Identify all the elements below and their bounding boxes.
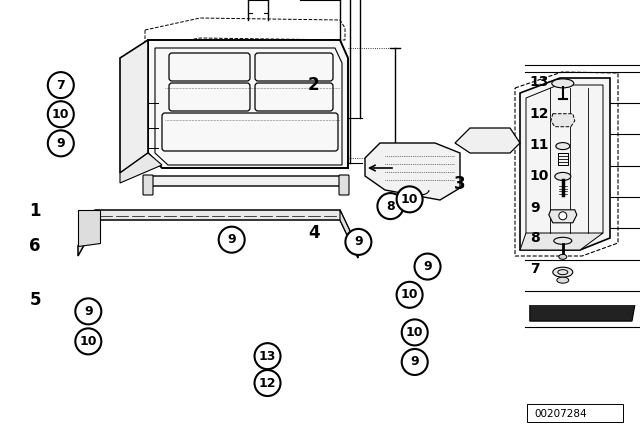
Circle shape — [76, 298, 101, 324]
Text: 8: 8 — [386, 199, 395, 213]
FancyBboxPatch shape — [339, 175, 349, 195]
Circle shape — [397, 282, 422, 308]
Text: 9: 9 — [530, 201, 540, 215]
Circle shape — [559, 212, 567, 220]
Ellipse shape — [555, 172, 571, 181]
Text: 6: 6 — [29, 237, 41, 255]
Circle shape — [48, 72, 74, 98]
Text: 7: 7 — [530, 262, 540, 276]
Text: 10: 10 — [401, 193, 419, 206]
Polygon shape — [78, 210, 358, 258]
Text: 8: 8 — [530, 231, 540, 245]
Circle shape — [255, 343, 280, 369]
Circle shape — [402, 319, 428, 345]
Text: 10: 10 — [530, 169, 549, 183]
Polygon shape — [530, 304, 635, 321]
Polygon shape — [120, 153, 162, 183]
Text: 10: 10 — [406, 326, 424, 339]
Text: 9: 9 — [84, 305, 93, 318]
Circle shape — [219, 227, 244, 253]
Text: 9: 9 — [354, 235, 363, 249]
Text: 2: 2 — [308, 76, 319, 94]
Text: 9: 9 — [423, 260, 432, 273]
Circle shape — [415, 254, 440, 280]
Text: 1: 1 — [29, 202, 41, 220]
Polygon shape — [340, 210, 358, 258]
Polygon shape — [551, 114, 575, 127]
Ellipse shape — [557, 277, 569, 283]
Text: 4: 4 — [308, 224, 319, 242]
Text: 13: 13 — [530, 75, 549, 89]
Ellipse shape — [552, 79, 574, 88]
Ellipse shape — [559, 254, 567, 259]
Circle shape — [48, 130, 74, 156]
Polygon shape — [365, 143, 460, 200]
Polygon shape — [548, 210, 577, 223]
Text: 11: 11 — [530, 138, 549, 152]
Text: 9: 9 — [227, 233, 236, 246]
Text: 12: 12 — [259, 376, 276, 390]
Polygon shape — [455, 128, 520, 153]
Text: 3: 3 — [454, 175, 465, 193]
Text: 9: 9 — [56, 137, 65, 150]
Ellipse shape — [554, 237, 572, 244]
Polygon shape — [78, 210, 100, 246]
Circle shape — [255, 370, 280, 396]
Circle shape — [402, 349, 428, 375]
FancyBboxPatch shape — [143, 175, 153, 195]
Text: 12: 12 — [530, 107, 549, 121]
Circle shape — [397, 186, 422, 212]
Text: 13: 13 — [259, 349, 276, 363]
Circle shape — [346, 229, 371, 255]
Text: 9: 9 — [410, 355, 419, 369]
Circle shape — [76, 328, 101, 354]
Circle shape — [48, 101, 74, 127]
Polygon shape — [148, 40, 348, 168]
Text: 00207284: 00207284 — [534, 409, 587, 419]
Polygon shape — [144, 176, 348, 193]
Text: 5: 5 — [29, 291, 41, 309]
Text: 10: 10 — [401, 288, 419, 302]
Polygon shape — [520, 233, 603, 250]
Text: 10: 10 — [52, 108, 70, 121]
Text: 7: 7 — [56, 78, 65, 92]
Polygon shape — [120, 40, 148, 173]
Circle shape — [378, 193, 403, 219]
Ellipse shape — [556, 142, 570, 150]
Polygon shape — [520, 78, 610, 250]
Ellipse shape — [553, 267, 573, 277]
Text: 10: 10 — [79, 335, 97, 348]
